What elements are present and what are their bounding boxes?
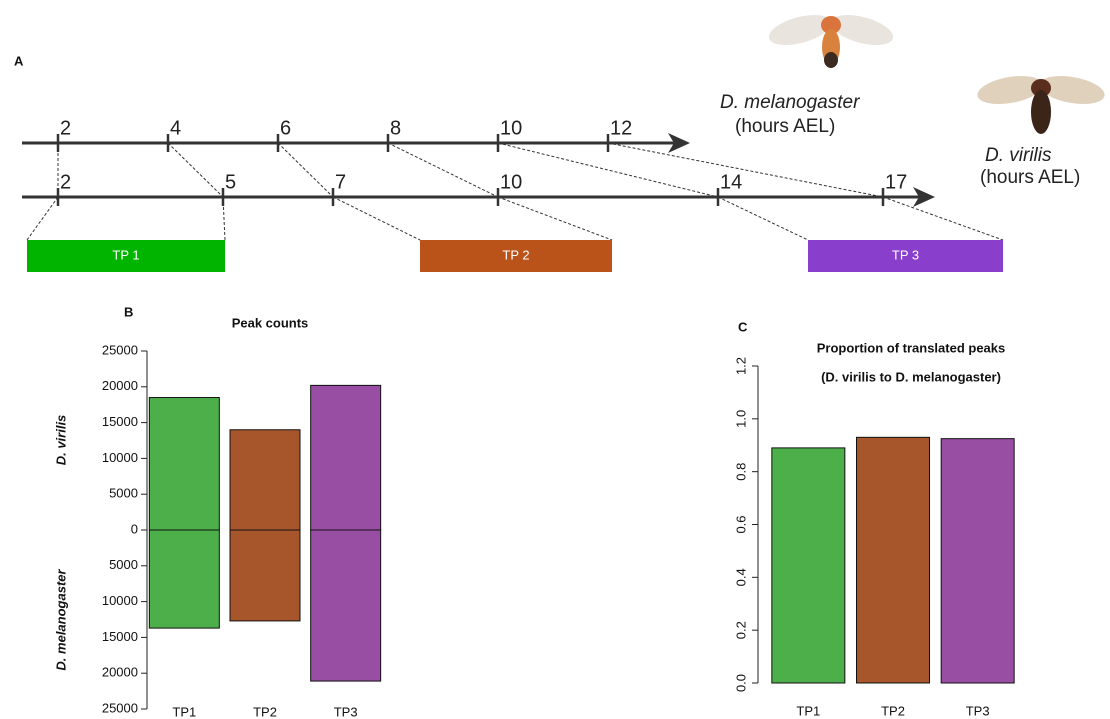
- bar: [941, 439, 1014, 683]
- series-label: D. melanogaster: [53, 568, 68, 670]
- tick-label: 10: [500, 171, 522, 193]
- x-tick-label: TP2: [253, 704, 277, 719]
- y-tick-label: 0.2: [733, 621, 748, 639]
- axis-unit: (hours AEL): [980, 167, 1080, 188]
- fly-virilis: [975, 71, 1107, 134]
- chart-title: Proportion of translated peaks: [817, 340, 1006, 355]
- connector: [883, 197, 1003, 240]
- connector: [608, 143, 883, 197]
- bar: [772, 448, 845, 683]
- connector: [278, 143, 333, 197]
- y-tick-label: 15000: [102, 629, 138, 644]
- tick-label: 14: [720, 171, 742, 193]
- bar: [311, 530, 381, 681]
- fly-melanogaster: [766, 9, 897, 68]
- connector: [333, 197, 420, 240]
- figure: A 2 4 6 8 10 12 D. melanogaster (hours AEL) 2 5 7 10…: [0, 0, 1110, 719]
- y-tick-label: 0.8: [733, 463, 748, 481]
- connector: [718, 197, 808, 240]
- period-label: TP 3: [892, 247, 919, 262]
- tick-label: 10: [500, 117, 522, 139]
- chart-subtitle: (D. virilis to D. melanogaster): [821, 369, 1001, 384]
- y-tick-label: 0: [131, 521, 138, 536]
- bar: [149, 530, 219, 628]
- species-name: D. virilis: [985, 145, 1052, 166]
- axis-unit: (hours AEL): [735, 116, 835, 137]
- bar: [230, 430, 300, 530]
- period-label: TP 1: [112, 247, 139, 262]
- chart-title: Peak counts: [232, 315, 309, 330]
- tick-label: 4: [170, 117, 181, 139]
- panel-letter: A: [14, 53, 24, 68]
- connector: [27, 197, 58, 240]
- y-tick-label: 0.4: [733, 568, 748, 586]
- x-tick-label: TP3: [966, 703, 990, 718]
- x-tick-label: TP1: [796, 703, 820, 718]
- period-label: TP 2: [502, 247, 529, 262]
- x-tick-label: TP3: [334, 704, 358, 719]
- tick-label: 2: [60, 117, 71, 139]
- panel-letter: B: [124, 304, 133, 319]
- y-tick-label: 25000: [102, 342, 138, 357]
- bar: [311, 385, 381, 530]
- y-tick-label: 15000: [102, 414, 138, 429]
- y-tick-label: 1.0: [733, 410, 748, 428]
- x-tick-label: TP1: [172, 704, 196, 719]
- connector: [168, 143, 223, 197]
- x-tick-label: TP2: [881, 703, 905, 718]
- y-tick-label: 20000: [102, 378, 138, 393]
- species-name: D. melanogaster: [720, 92, 860, 113]
- bar: [230, 530, 300, 621]
- tick-label: 12: [610, 117, 632, 139]
- connector: [388, 143, 498, 197]
- y-tick-label: 5000: [109, 486, 138, 501]
- tick-label: 8: [390, 117, 401, 139]
- y-tick-label: 25000: [102, 700, 138, 715]
- bar: [149, 398, 219, 530]
- y-tick-label: 10000: [102, 450, 138, 465]
- tick-label: 17: [885, 171, 907, 193]
- panel-letter: C: [738, 319, 748, 334]
- series-label: D. virilis: [53, 415, 68, 466]
- tick-label: 2: [60, 171, 71, 193]
- y-tick-label: 5000: [109, 557, 138, 572]
- y-tick-label: 10000: [102, 593, 138, 608]
- y-tick-label: 20000: [102, 665, 138, 680]
- tick-label: 6: [280, 117, 291, 139]
- tick-label: 5: [225, 171, 236, 193]
- y-tick-label: 0.6: [733, 515, 748, 533]
- tick-label: 7: [335, 171, 346, 193]
- bar: [857, 437, 930, 683]
- y-tick-label: 1.2: [733, 357, 748, 375]
- y-tick-label: 0.0: [733, 674, 748, 692]
- connector: [498, 197, 612, 240]
